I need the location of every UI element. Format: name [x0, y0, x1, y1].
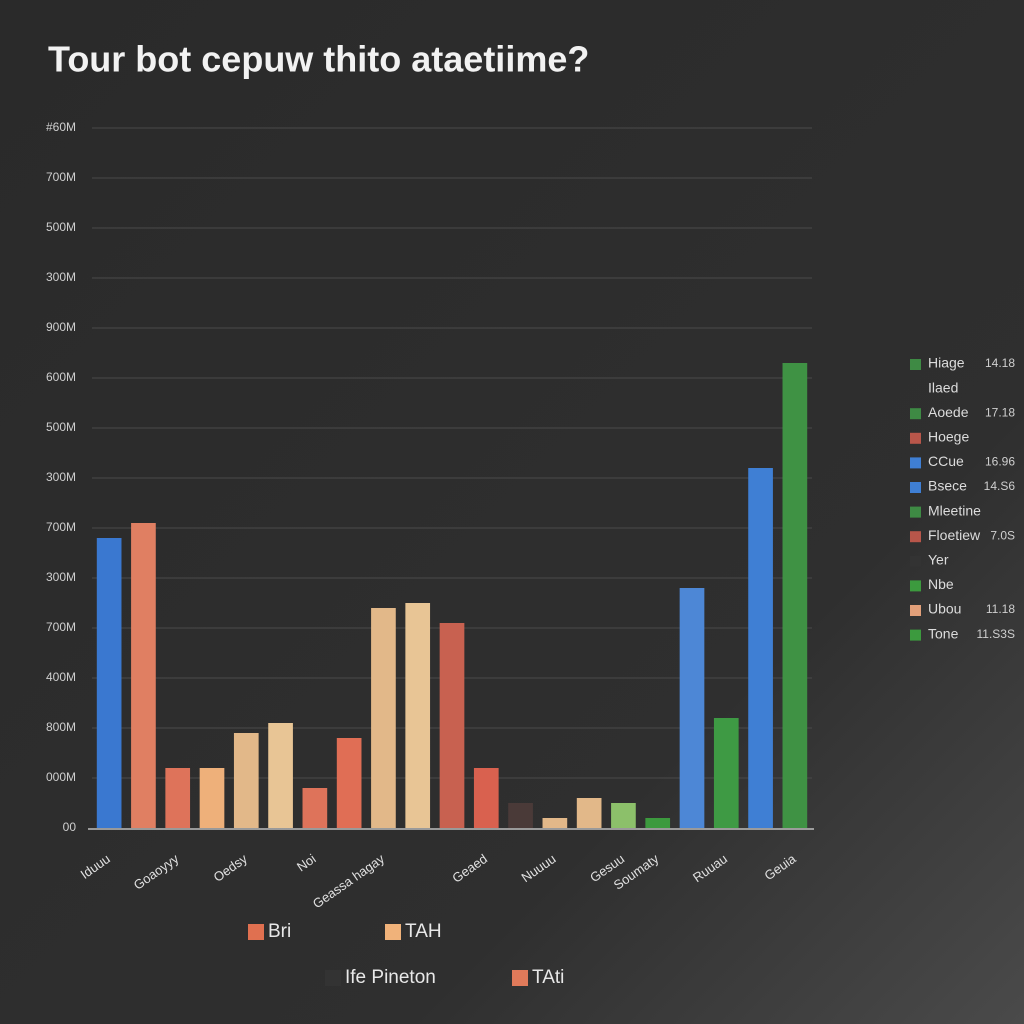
y-tick-label: 500M [46, 420, 76, 434]
legend-swatch [910, 605, 921, 616]
y-tick-label: 300M [46, 570, 76, 584]
bar [96, 538, 122, 828]
legend-label: Yer [928, 552, 949, 568]
legend-swatch [325, 970, 341, 986]
bar [405, 603, 431, 828]
legend-swatch [910, 359, 921, 370]
bar [508, 803, 533, 828]
legend-value: 17.18 [985, 405, 1015, 419]
bar [473, 768, 499, 828]
y-tick-label: 700M [46, 520, 76, 534]
legend-label: Ubou [928, 601, 961, 617]
bar [542, 818, 568, 828]
bar [439, 623, 465, 828]
bar [645, 818, 671, 828]
y-tick-label: #60M [46, 120, 76, 134]
y-tick-label: 700M [46, 170, 76, 184]
bar [233, 733, 259, 828]
legend-label: Tone [928, 625, 959, 641]
legend-swatch [910, 506, 921, 518]
legend-label: Hoege [928, 429, 969, 445]
bar [199, 768, 225, 828]
y-tick-label: 300M [46, 470, 76, 484]
legend-value: 7.0S [990, 528, 1015, 542]
bar [713, 718, 739, 828]
legend-swatch [910, 457, 921, 469]
y-tick-label: 00 [63, 820, 77, 834]
bar [679, 588, 705, 828]
legend-label: Aoede [928, 404, 969, 420]
legend-swatch [910, 408, 921, 420]
bar [302, 788, 328, 828]
legend-label: Bri [268, 921, 291, 942]
legend-value: 11.S3S [977, 627, 1015, 641]
bar [748, 468, 773, 828]
y-tick-label: 600M [46, 370, 76, 384]
y-tick-label: 000M [46, 770, 76, 784]
y-tick-label: 800M [46, 720, 76, 734]
bar [371, 608, 396, 828]
y-tick-label: 300M [46, 270, 76, 284]
legend-swatch [910, 482, 921, 493]
legend-label: Ilaed [928, 379, 958, 395]
bar [131, 523, 156, 828]
legend-swatch [910, 531, 921, 543]
bar [336, 738, 362, 828]
legend-swatch [910, 432, 921, 444]
bar [782, 363, 808, 828]
legend-label: Floetiew [928, 527, 981, 543]
bar [576, 798, 602, 828]
legend-label: Nbe [928, 576, 954, 592]
bar [268, 723, 293, 828]
bar [611, 803, 636, 828]
legend-label: TAH [405, 921, 442, 942]
legend-swatch [910, 555, 921, 567]
legend-label: Hiage [928, 355, 965, 371]
legend-value: 16.96 [985, 455, 1015, 469]
legend-swatch [910, 580, 921, 592]
legend-value: 14.S6 [984, 479, 1016, 493]
legend-label: CCue [928, 453, 964, 469]
legend-label: TAti [532, 967, 564, 988]
legend-swatch [248, 924, 264, 940]
bar [165, 768, 191, 828]
legend-label: Bsece [928, 478, 967, 494]
legend-swatch [512, 970, 528, 986]
chart-title: Tour bot cepuw thito ataetiime? [48, 39, 589, 80]
y-tick-label: 500M [46, 220, 76, 234]
legend-value: 14.18 [985, 356, 1015, 370]
y-tick-label: 400M [46, 670, 76, 684]
y-tick-label: 700M [46, 620, 76, 634]
legend-swatch [385, 924, 401, 940]
legend-label: Ife Pineton [345, 967, 436, 988]
legend-swatch [910, 629, 921, 641]
legend-label: Mleetine [928, 502, 981, 518]
y-tick-label: 900M [46, 320, 76, 334]
legend-value: 11.18 [986, 602, 1015, 616]
